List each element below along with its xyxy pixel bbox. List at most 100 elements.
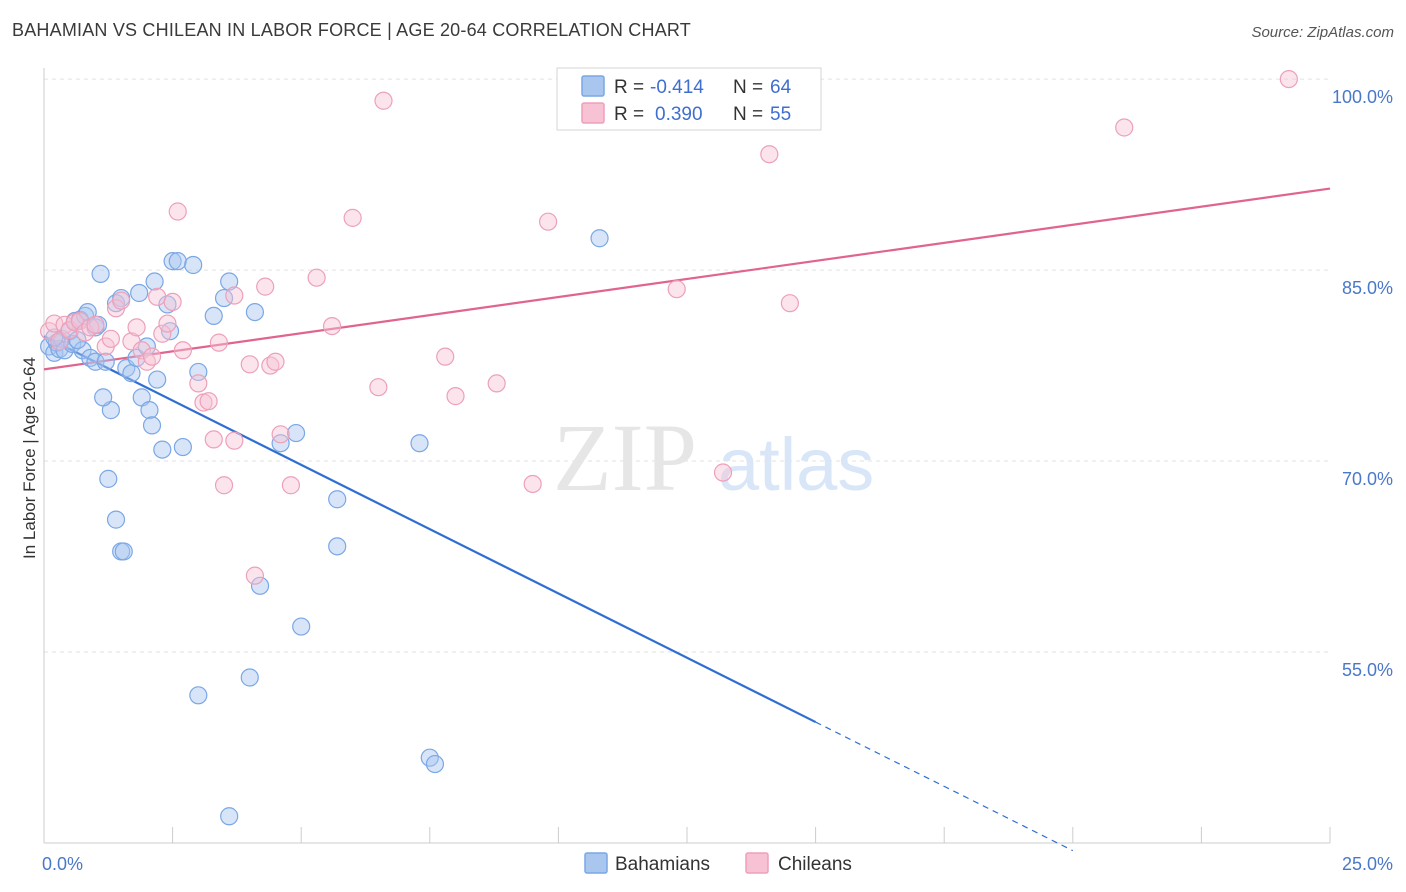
point-chileans-30 (214, 476, 234, 495)
point-bahamians-54 (425, 754, 445, 774)
point-chileans-40 (307, 268, 326, 287)
y-tick-label-1: 85.0% (1342, 278, 1393, 298)
series-swatch-chileans (745, 852, 769, 874)
legend-n-value-0: 64 (770, 77, 792, 98)
point-chileans-44 (374, 91, 393, 110)
point-bahamians-40 (204, 306, 223, 326)
point-chileans-48 (523, 474, 542, 494)
point-bahamians-30 (148, 370, 167, 389)
point-chileans-9 (86, 315, 105, 334)
point-bahamians-56 (106, 510, 126, 529)
point-chileans-35 (256, 277, 275, 296)
legend-r-value-1: 0.390 (655, 104, 703, 125)
chart-title: BAHAMIAN VS CHILEAN IN LABOR FORCE | AGE… (12, 20, 691, 40)
point-chileans-25 (189, 374, 208, 393)
point-bahamians-15 (86, 352, 105, 371)
point-bahamians-51 (328, 537, 347, 556)
point-chileans-33 (240, 355, 259, 374)
point-bahamians-16 (91, 264, 110, 283)
point-chileans-18 (142, 347, 162, 366)
point-bahamians-46 (250, 576, 270, 595)
point-chileans-38 (271, 425, 290, 444)
point-bahamians-34 (163, 252, 182, 271)
point-chileans-7 (76, 323, 95, 342)
point-chileans-51 (713, 463, 733, 482)
data-points (40, 69, 1298, 826)
point-chileans-45 (436, 347, 455, 366)
watermark-zip: ZIP (553, 404, 697, 511)
series-label-bahamians: Bahamians (615, 854, 710, 875)
point-chileans-17 (137, 352, 156, 371)
point-bahamians-19 (106, 294, 126, 313)
point-bahamians-29 (145, 272, 164, 291)
legend-n-label-1: N = (733, 104, 763, 125)
y-axis-label: In Labor Force | Age 20-64 (20, 357, 39, 559)
y-tick-label-0: 100.0% (1332, 87, 1393, 107)
legend-r-label-1: R = (614, 104, 644, 125)
point-chileans-50 (667, 280, 686, 299)
legend-n-label-0: N = (733, 77, 763, 98)
point-chileans-32 (225, 431, 244, 450)
point-bahamians-55 (590, 229, 609, 248)
point-chileans-41 (322, 316, 342, 336)
point-chileans-13 (112, 291, 131, 310)
series-swatch-bahamians (584, 852, 608, 874)
trend-line-bahamians (43, 335, 817, 724)
point-chileans-42 (343, 208, 362, 227)
point-chileans-37 (266, 352, 285, 371)
watermark: ZIP atlas (553, 404, 874, 511)
point-bahamians-42 (220, 272, 239, 291)
point-bahamians-58 (114, 542, 133, 561)
point-bahamians-63 (94, 388, 113, 407)
point-chileans-28 (204, 430, 223, 449)
stats-legend: R = -0.414 N = 64 R = 0.390 N = 55 (556, 67, 822, 131)
point-chileans-55 (1279, 69, 1298, 89)
point-chileans-53 (780, 294, 799, 313)
series-legend: Bahamians Chileans (584, 852, 852, 875)
point-chileans-11 (101, 329, 120, 348)
point-chileans-16 (132, 341, 151, 360)
legend-r-label-0: R = (614, 77, 644, 98)
point-chileans-24 (173, 341, 192, 360)
point-chileans-46 (446, 387, 465, 406)
point-bahamians-48 (286, 423, 306, 443)
tick-labels: 100.0% 85.0% 70.0% 55.0% 0.0% 25.0% (42, 87, 1393, 874)
point-bahamians-24 (130, 283, 149, 303)
axes (43, 68, 1331, 844)
x-tick-label-1: 25.0% (1342, 854, 1393, 874)
point-bahamians-32 (158, 295, 177, 314)
point-chileans-22 (163, 292, 182, 312)
point-chileans-47 (487, 374, 506, 393)
point-chileans-34 (245, 566, 265, 585)
point-bahamians-17 (96, 352, 115, 371)
point-bahamians-52 (410, 434, 429, 453)
point-bahamians-43 (220, 807, 239, 826)
watermark-atlas: atlas (718, 423, 874, 506)
point-chileans-29 (209, 333, 228, 352)
point-chileans-8 (81, 318, 100, 337)
point-bahamians-36 (173, 437, 192, 457)
point-chileans-39 (281, 476, 301, 495)
point-bahamians-18 (99, 469, 118, 488)
series-label-chileans: Chileans (778, 854, 852, 875)
y-tick-label-2: 70.0% (1342, 469, 1393, 489)
point-chileans-31 (225, 286, 244, 305)
trend-line-chileans (43, 187, 1331, 371)
point-bahamians-10 (73, 341, 92, 360)
point-bahamians-27 (140, 401, 159, 420)
legend-swatch-chileans (581, 102, 605, 124)
point-bahamians-28 (142, 416, 162, 435)
source-label: Source: ZipAtlas.com (1251, 24, 1394, 41)
point-chileans-19 (148, 287, 167, 306)
grid-lines (44, 78, 1330, 653)
y-tick-label-3: 55.0% (1342, 660, 1393, 680)
point-bahamians-31 (153, 440, 172, 459)
point-chileans-52 (760, 145, 779, 164)
point-chileans-2 (50, 332, 69, 351)
x-tick-label-0: 0.0% (42, 854, 83, 874)
point-bahamians-22 (122, 364, 141, 383)
point-bahamians-44 (240, 668, 259, 687)
point-bahamians-37 (184, 255, 203, 275)
point-chileans-49 (539, 212, 558, 231)
